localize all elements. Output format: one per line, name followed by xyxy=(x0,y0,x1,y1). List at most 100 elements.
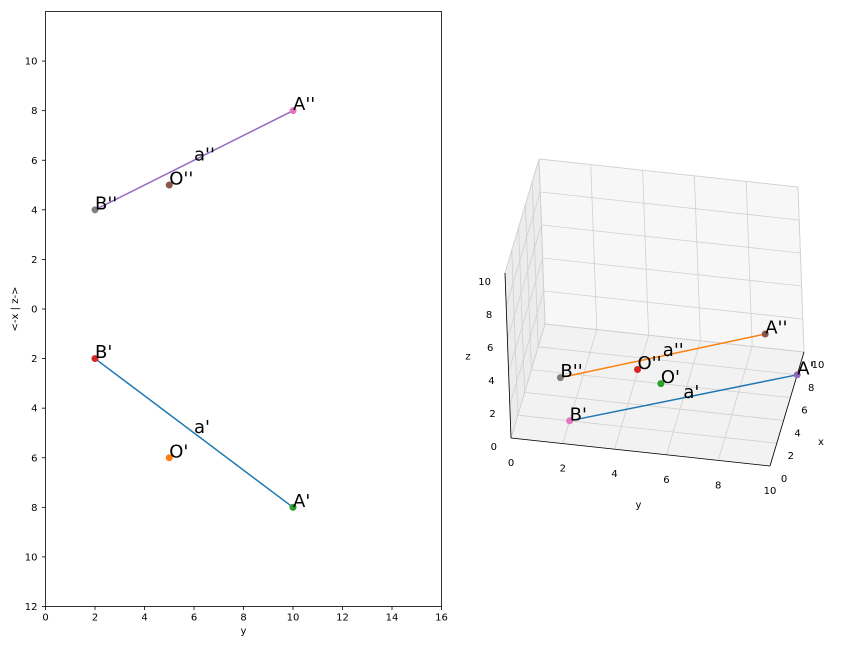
x3d-tick-label: 6 xyxy=(801,406,807,417)
x-tick-label: 4 xyxy=(141,613,147,624)
x-tick-label: 6 xyxy=(191,613,197,624)
data-point-3d xyxy=(657,380,665,388)
y-tick-label: 0 xyxy=(31,305,37,316)
grid-line xyxy=(694,175,701,341)
y-tick-label: 8 xyxy=(31,503,37,514)
z3d-tick-label: 4 xyxy=(488,376,494,387)
z3d-tick-label: 0 xyxy=(491,442,497,453)
y3d-tick-label: 8 xyxy=(715,480,721,491)
z3d-tick-label: 6 xyxy=(487,343,493,354)
chart-2d: 0 2 4 6 8 10 12 14 16 12 10 8 6 4 2 0 2 4 6 8 10 y <-x | z-> a'… xyxy=(10,11,448,637)
x3d-tick-label: 2 xyxy=(788,451,794,462)
z3d-tick-label: 2 xyxy=(489,409,495,420)
y-tick-label: 4 xyxy=(31,205,37,216)
grid-line xyxy=(509,290,545,406)
grid-line xyxy=(562,329,598,444)
x3d-tick-label: 10 xyxy=(812,360,825,371)
grid-line xyxy=(717,346,753,461)
x-tick-label: 12 xyxy=(336,613,349,624)
line-label-3d: a'' xyxy=(663,340,684,361)
y-tick-label: 4 xyxy=(31,404,37,415)
data-point xyxy=(91,355,99,363)
point-label-3d: B'' xyxy=(560,361,582,382)
data-point-3d xyxy=(793,371,801,379)
x3d-tick-label: 8 xyxy=(808,383,814,394)
point-label-3d: O'' xyxy=(638,353,662,374)
data-point-3d xyxy=(566,417,574,425)
x-tick-label: 0 xyxy=(42,613,48,624)
y-tick-label: 6 xyxy=(31,156,37,167)
y-tick-label: 12 xyxy=(25,602,38,613)
x3d-tick-label: 0 xyxy=(781,474,787,485)
y3d-tick-label: 0 xyxy=(508,458,514,469)
line-label-3d: a' xyxy=(683,382,699,403)
data-point xyxy=(91,206,99,214)
axis-line xyxy=(504,272,512,439)
grid-line xyxy=(541,224,801,254)
y-tick-label: 2 xyxy=(31,255,37,266)
grid-line xyxy=(538,346,798,376)
axis-line xyxy=(510,437,771,467)
data-point-3d xyxy=(556,374,564,382)
y3d-tick-label: 6 xyxy=(663,475,669,486)
line-label: a'' xyxy=(194,144,215,165)
series-line xyxy=(94,357,294,508)
y3d-tick-label: 10 xyxy=(764,486,777,497)
y-tick-label: 10 xyxy=(25,57,38,68)
grid-line xyxy=(531,181,539,347)
grid-line xyxy=(590,164,598,330)
z3d-tick-label: 8 xyxy=(486,310,492,321)
y-tick-label: 8 xyxy=(31,106,37,117)
grid-line xyxy=(797,186,805,353)
data-point xyxy=(165,181,173,189)
x-tick-label: 10 xyxy=(287,613,300,624)
grid-line xyxy=(505,191,541,307)
grid-line xyxy=(525,204,532,370)
grid-line xyxy=(540,191,800,221)
plot-frame xyxy=(45,11,442,607)
series-line xyxy=(94,109,294,211)
x3d-axis-label: x xyxy=(818,437,824,448)
data-point xyxy=(289,107,297,115)
grid-line xyxy=(544,323,805,353)
point-label-3d: B' xyxy=(570,404,587,425)
z3d-axis-label: z xyxy=(465,352,470,363)
y3d-tick-label: 2 xyxy=(560,464,566,475)
line-label: a' xyxy=(194,417,210,438)
x3d-tick-label: 4 xyxy=(794,428,800,439)
x-axis-label: y xyxy=(241,626,247,637)
point-label: O' xyxy=(169,441,188,462)
grid-line xyxy=(507,224,542,340)
y3d-axis-label: y xyxy=(636,500,642,511)
grid-line xyxy=(518,227,525,393)
point-label: B' xyxy=(95,342,112,363)
point-label-3d: O' xyxy=(661,367,680,388)
point-label-3d: A' xyxy=(797,358,814,379)
y-tick-label: 10 xyxy=(25,552,38,563)
grid-line xyxy=(542,257,802,287)
point-label: O'' xyxy=(169,169,193,190)
series-line-3d xyxy=(569,374,798,422)
grid-line xyxy=(543,290,803,320)
data-point-3d xyxy=(634,366,641,373)
x-tick-label: 8 xyxy=(240,613,246,624)
axis-line xyxy=(769,351,805,467)
point-label: B'' xyxy=(95,193,117,214)
grid-line xyxy=(538,158,799,188)
point-label: A'' xyxy=(293,94,315,115)
y-tick-label: 6 xyxy=(31,453,37,464)
y-axis-label: <-x | z-> xyxy=(10,287,21,332)
x-tick-label: 14 xyxy=(386,613,399,624)
grid-line xyxy=(745,181,753,347)
grid-line xyxy=(517,414,777,444)
grid-line xyxy=(538,158,546,325)
grid-line xyxy=(504,158,540,274)
grid-line xyxy=(614,335,649,450)
y3d-tick-label: 4 xyxy=(611,469,617,480)
x-tick-label: 16 xyxy=(435,613,448,624)
point-label-3d: A'' xyxy=(765,318,787,339)
grid-line xyxy=(510,323,546,439)
grid-line xyxy=(511,250,519,416)
